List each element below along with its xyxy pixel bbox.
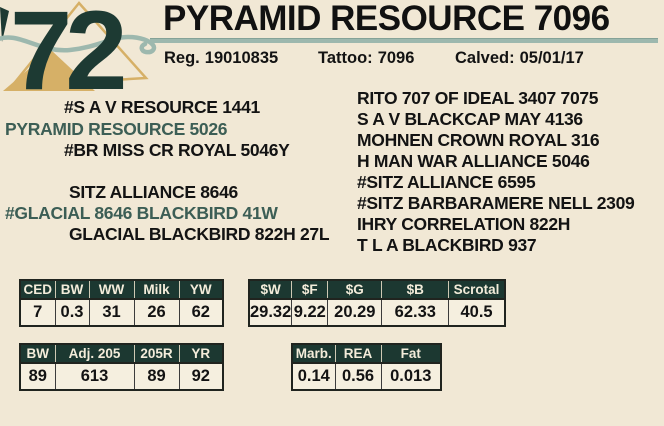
value-cell: 0.56	[334, 362, 381, 390]
pedigree-line: T L A BLACKBIRD 937	[357, 235, 537, 255]
column-header: $F	[291, 280, 328, 299]
column-header: Scrotal	[448, 280, 505, 299]
column-header: YW	[178, 280, 223, 299]
column-header: WW	[88, 280, 134, 299]
pyramid-logo	[0, 1, 157, 91]
column-header: YR	[178, 344, 223, 363]
value-cell: 29.32	[249, 298, 292, 326]
column-header: Adj. 205	[54, 344, 134, 363]
value-cell: 9.22	[291, 298, 328, 326]
value-cell: 0.3	[54, 298, 89, 326]
value-cell: 40.5	[448, 298, 505, 326]
value-cell: 62	[178, 298, 223, 326]
pedigree-right-column: RITO 707 OF IDEAL 3407 7075 S A V BLACKC…	[357, 88, 635, 256]
pedigree-dam-grandsire: SITZ ALLIANCE 8646	[69, 182, 238, 202]
pedigree-line: #SITZ BARBARAMERE NELL 2309	[357, 193, 635, 213]
value-cell: 7	[20, 298, 55, 326]
column-header: CED	[20, 280, 55, 299]
column-header: 205R	[133, 344, 179, 363]
column-header: REA	[334, 344, 381, 363]
pedigree-dam-name: #GLACIAL 8646 BLACKBIRD 41W	[5, 203, 278, 223]
pedigree-sire-name: PYRAMID RESOURCE 5026	[5, 119, 228, 139]
value-cell: 0.013	[380, 362, 441, 390]
value-cell: 89	[133, 362, 179, 390]
value-cell: 92	[178, 362, 223, 390]
performance-table: BW Adj. 205 205R YR 89 613 89 92	[19, 343, 224, 391]
pedigree-line: #SITZ ALLIANCE 6595	[357, 172, 536, 192]
registration-number: Reg. 19010835	[164, 49, 278, 68]
calved-label: Calved:	[455, 49, 515, 67]
calved-date: Calved: 05/01/17	[455, 49, 584, 68]
tattoo-value: 7096	[377, 49, 415, 67]
column-header: Milk	[133, 280, 179, 299]
page-title: PYRAMID RESOURCE 7096	[163, 0, 610, 38]
swoosh-icon	[0, 34, 157, 55]
pedigree-dam-granddam: GLACIAL BLACKBIRD 822H 27L	[69, 224, 330, 244]
reg-label: Reg.	[164, 49, 200, 67]
value-cell: 89	[20, 362, 55, 390]
pedigree-line: S A V BLACKCAP MAY 4136	[357, 109, 583, 129]
dollar-value-table: $W $F $G $B Scrotal 29.32 9.22 20.29 62.…	[248, 279, 506, 327]
triangle-filled-icon	[3, 50, 95, 91]
lot-number: 72	[10, 0, 128, 113]
value-cell: 0.14	[292, 362, 335, 390]
value-cell: 26	[133, 298, 179, 326]
value-cell: 613	[54, 362, 134, 390]
tattoo: Tattoo: 7096	[318, 49, 414, 68]
value-cell: 31	[88, 298, 134, 326]
tattoo-label: Tattoo:	[318, 49, 373, 67]
pedigree-line: IHRY CORRELATION 822H	[357, 214, 571, 234]
reg-value: 19010835	[204, 49, 279, 67]
dark-wedge-icon	[0, 7, 9, 42]
value-cell: 20.29	[327, 298, 382, 326]
pedigree-sire-granddam: #BR MISS CR ROYAL 5046Y	[64, 140, 290, 160]
column-header: $W	[249, 280, 292, 299]
column-header: BW	[54, 280, 89, 299]
column-header: Fat	[380, 344, 441, 363]
calved-value: 05/01/17	[519, 49, 584, 67]
value-cell: 62.33	[381, 298, 449, 326]
column-header: $B	[381, 280, 449, 299]
epd-table: CED BW WW Milk YW 7 0.3 31 26 62	[19, 279, 224, 327]
column-header: BW	[20, 344, 55, 363]
pedigree-line: MOHNEN CROWN ROYAL 316	[357, 130, 600, 150]
carcass-table: Marb. REA Fat 0.14 0.56 0.013	[291, 343, 442, 391]
column-header: Marb.	[292, 344, 335, 363]
title-rule	[150, 38, 658, 43]
pedigree-line: H MAN WAR ALLIANCE 5046	[357, 151, 590, 171]
pedigree-sire-grandsire: #S A V RESOURCE 1441	[64, 97, 260, 117]
column-header: $G	[327, 280, 382, 299]
pedigree-line: RITO 707 OF IDEAL 3407 7075	[357, 88, 599, 108]
